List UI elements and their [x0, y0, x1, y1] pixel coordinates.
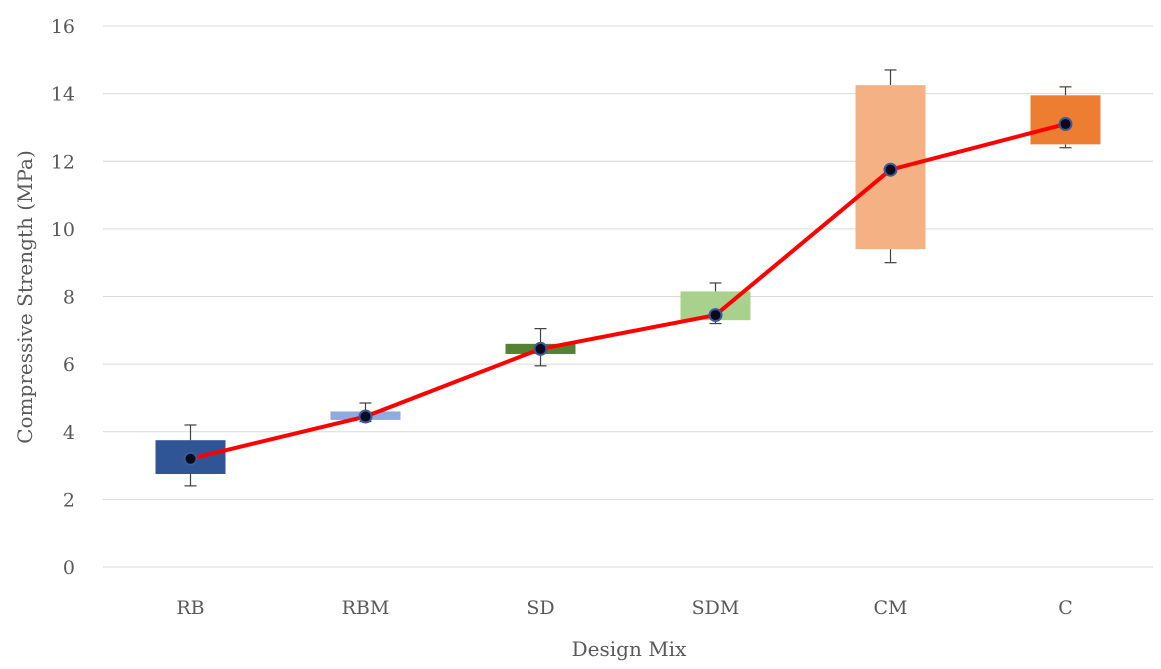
y-tick-label-8: 8 — [63, 287, 75, 309]
y-tick-label-16: 16 — [51, 16, 75, 38]
x-tick-label-cm: CM — [874, 597, 908, 619]
x-tick-label-sd: SD — [526, 597, 554, 619]
x-tick-label-c: C — [1058, 597, 1073, 619]
y-axis-tick-labels: 0 2 4 6 8 10 12 14 16 — [51, 16, 75, 579]
mean-line — [190, 122, 1067, 461]
y-tick-label-10: 10 — [51, 219, 75, 241]
mean-point-sdm — [708, 308, 723, 323]
mean-point-sd — [533, 341, 548, 356]
gridlines — [103, 25, 1153, 568]
boxes — [155, 69, 1101, 487]
x-tick-label-rbm: RBM — [342, 597, 390, 619]
x-axis-tick-labels: RB RBM SD SDM CM C — [176, 597, 1072, 619]
x-tick-label-rb: RB — [176, 597, 204, 619]
mean-point-rbm — [358, 409, 373, 424]
mean-line-group — [183, 117, 1073, 466]
y-tick-label-6: 6 — [63, 354, 75, 376]
y-tick-label-4: 4 — [63, 422, 75, 444]
y-tick-label-0: 0 — [63, 557, 75, 579]
x-tick-label-sdm: SDM — [692, 597, 740, 619]
x-axis-title: Design Mix — [572, 637, 687, 661]
y-axis-title: Compressive Strength (MPa) — [13, 150, 37, 444]
mean-point-cm — [883, 162, 898, 177]
y-tick-label-2: 2 — [63, 489, 75, 511]
mean-point-c — [1058, 117, 1073, 132]
y-tick-label-14: 14 — [51, 84, 75, 106]
y-tick-label-12: 12 — [51, 151, 75, 173]
mean-point-rb — [183, 451, 198, 466]
